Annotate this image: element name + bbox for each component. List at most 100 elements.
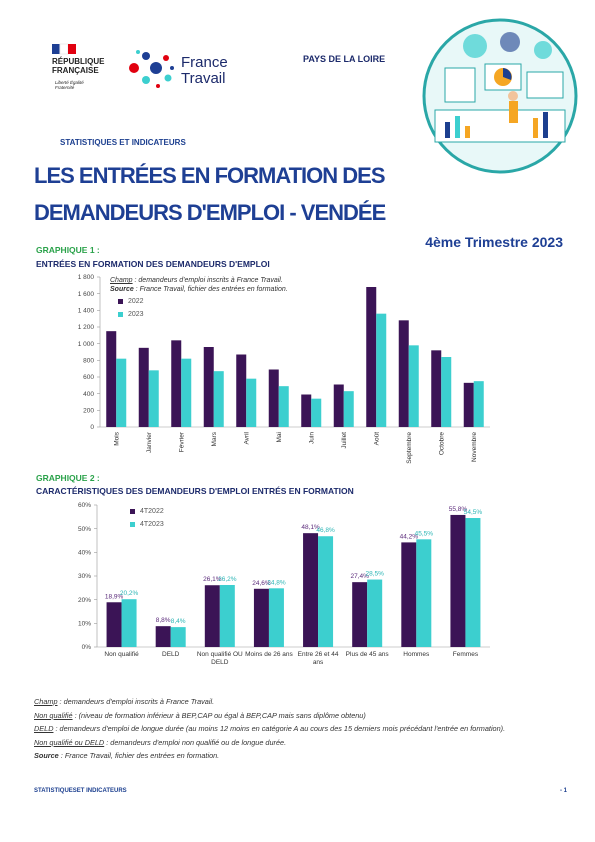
bar <box>398 320 409 427</box>
x-tick-label: Avril <box>243 431 250 444</box>
legend-label: 2023 <box>128 311 144 318</box>
bar <box>376 313 387 427</box>
y-tick-label: 1 600 <box>78 291 95 298</box>
bar <box>333 384 344 427</box>
bar <box>155 626 171 647</box>
y-tick-label: 1 000 <box>78 341 95 348</box>
legend-entry: 4T2023 <box>130 521 164 528</box>
bar <box>318 536 334 647</box>
data-label: 8,4% <box>171 618 186 625</box>
note: Champ : demandeurs d'emploi inscrits à F… <box>34 697 564 707</box>
bar <box>311 398 322 427</box>
note-term: Champ <box>34 697 58 706</box>
bar <box>170 627 186 647</box>
bar <box>246 378 257 427</box>
note-text: : France Travail, fichier des entrées en… <box>133 286 288 293</box>
y-tick-label: 800 <box>83 358 94 365</box>
data-label: 54,5% <box>464 509 483 516</box>
y-tick-label: 600 <box>83 374 94 381</box>
note: Non qualifié : (niveau de formation infé… <box>34 711 564 721</box>
chart: 0 200 400 600 800 1 000 1 200 1 400 1 600 1 800 Mo… <box>78 274 490 464</box>
bar <box>268 588 284 647</box>
x-tick-label: Mars <box>211 431 218 446</box>
x-tick-label: Hommes <box>403 651 430 658</box>
legend-swatch <box>130 509 135 514</box>
y-tick-label: 40% <box>78 550 91 557</box>
bar <box>431 350 442 427</box>
bar <box>204 585 220 647</box>
bar <box>121 599 137 647</box>
x-tick-label: Septembre <box>406 432 413 464</box>
brand-name: France Travail <box>181 54 228 87</box>
brand-logo <box>129 50 174 88</box>
legend-entry: 2023 <box>118 311 144 318</box>
data-label: 55,8% <box>449 506 468 513</box>
note-term: Non qualifié ou DELD <box>34 737 105 747</box>
x-tick-label: Mai <box>276 432 283 442</box>
note-term: Non qualifié <box>34 710 73 720</box>
bar <box>253 588 269 647</box>
bar <box>106 602 122 647</box>
data-label: 20,2% <box>120 590 139 597</box>
y-tick-label: 30% <box>78 573 91 580</box>
legend: 2022 2023 <box>118 298 144 324</box>
legend-entry: 4T2022 <box>130 508 164 515</box>
legend-swatch <box>130 522 135 527</box>
note-term: DELD <box>34 724 54 733</box>
footer-left: STATISTIQUESET INDICATEURS <box>34 788 127 794</box>
x-tick-label: Juillet <box>341 432 348 449</box>
bar <box>463 382 474 427</box>
illustration <box>422 18 578 174</box>
bar <box>367 579 383 647</box>
y-tick-label: 1 200 <box>78 324 95 331</box>
republique: RÉPUBLIQUE FRANÇAISE <box>52 57 105 75</box>
chart-label: GRAPHIQUE 2 : <box>36 473 100 483</box>
chart-title: ENTRÉES EN FORMATION DES DEMANDEURS D'EM… <box>36 259 270 269</box>
data-label: 45,5% <box>415 530 434 537</box>
chart-title: CARACTÉRISTIQUES DES DEMANDEURS D'EMPLOI… <box>36 486 354 496</box>
x-tick-label: Mois <box>113 431 120 445</box>
note-term: Source <box>34 751 59 760</box>
data-label: 18,9% <box>105 593 124 600</box>
page-title: DEMANDEURS D'EMPLOI - VENDÉE <box>34 200 386 225</box>
data-label: 26,2% <box>218 576 237 583</box>
category-labels: Non qualifié DELD Non qualifié OU DELD Moin… <box>0 651 595 691</box>
note-text: : demandeurs d'emploi non qualifié ou de… <box>104 737 287 747</box>
y-tick-label: 0 <box>90 424 94 431</box>
note-text: : France Travail, fichier des entrées en… <box>58 751 220 760</box>
bar <box>181 358 192 427</box>
note-text: : (niveau de formation inférieur à BEP,C… <box>72 710 366 720</box>
legend-label: 4T2022 <box>140 508 164 515</box>
y-tick-label: 10% <box>78 621 91 628</box>
bar <box>450 514 466 647</box>
bar <box>219 584 235 647</box>
legend-entry: 2022 <box>118 298 144 305</box>
y-tick-label: 0% <box>82 644 92 651</box>
data-label: 28,5% <box>365 571 384 578</box>
footer-right: - 1 <box>559 788 567 794</box>
x-tick-label: Janvier <box>146 431 153 453</box>
bar <box>116 358 127 427</box>
data-label: 27,4% <box>350 573 369 580</box>
x-tick-label: Non qualifié OU DELD <box>196 651 243 666</box>
note: Non qualifié ou DELD : demandeurs d'empl… <box>34 738 564 748</box>
note-term: Source <box>110 286 134 293</box>
chart-note: Champ : demandeurs d'emploi inscrits à F… <box>110 277 283 284</box>
bar <box>441 357 452 427</box>
x-tick-label: Plus de 45 ans <box>345 651 389 658</box>
bar <box>106 331 117 427</box>
x-tick-label: Femmes <box>452 651 479 658</box>
y-tick-label: 400 <box>83 391 94 398</box>
bar <box>465 518 481 647</box>
bar <box>278 386 289 427</box>
legend: 4T2022 4T2023 <box>130 508 164 534</box>
note-text: : demandeurs d'emploi de longue durée (a… <box>53 724 506 733</box>
bar <box>268 369 279 427</box>
note: Source : France Travail, fichier des ent… <box>34 751 564 761</box>
data-label: 8,8% <box>156 617 171 624</box>
data-label: 24,8% <box>267 579 286 586</box>
chart-label: GRAPHIQUE 1 : <box>36 245 100 255</box>
bar <box>401 542 417 647</box>
note-text: : demandeurs d'emploi inscrits à France … <box>57 697 215 706</box>
